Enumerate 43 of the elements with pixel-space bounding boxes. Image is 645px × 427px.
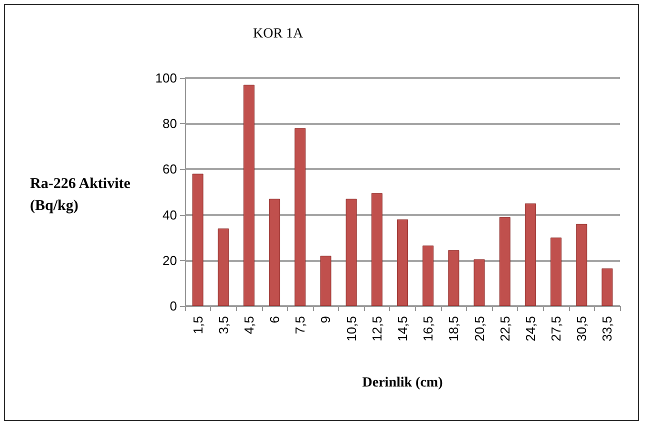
y-tick-label: 80 bbox=[162, 116, 177, 132]
x-tick-label: 9 bbox=[318, 316, 334, 324]
x-tick-label: 30,5 bbox=[574, 316, 590, 342]
y-tick-label: 60 bbox=[162, 162, 177, 177]
x-tick-label: 10,5 bbox=[344, 316, 359, 342]
bar bbox=[371, 193, 382, 306]
y-axis-title: Ra-226 Aktivite (Bq/kg) bbox=[30, 176, 131, 214]
bar bbox=[499, 217, 510, 306]
x-tick-label: 12,5 bbox=[369, 316, 384, 342]
x-tick-label: 20,5 bbox=[472, 316, 487, 342]
y-tick-label: 100 bbox=[155, 70, 177, 86]
x-tick-label: 14,5 bbox=[395, 316, 410, 342]
bar bbox=[397, 219, 408, 306]
x-tick-label: 3,5 bbox=[216, 316, 231, 334]
x-tick-label: 33,5 bbox=[600, 316, 615, 342]
bar bbox=[576, 224, 588, 306]
y-tick-label: 20 bbox=[162, 252, 177, 268]
chart-title: KOR 1A bbox=[253, 26, 304, 42]
bar bbox=[269, 198, 280, 306]
x-axis-title: Derinlik (cm) bbox=[362, 376, 444, 390]
x-tick-label: 27,5 bbox=[548, 316, 564, 342]
x-tick-label: 18,5 bbox=[446, 316, 462, 342]
y-tick-label: 0 bbox=[170, 298, 177, 314]
x-tick-label: 22,5 bbox=[497, 316, 512, 342]
bar bbox=[218, 228, 229, 306]
bar bbox=[474, 259, 485, 306]
x-tick-label: 24,5 bbox=[522, 316, 538, 342]
bar bbox=[243, 84, 254, 306]
bar bbox=[346, 198, 357, 306]
y-tick-label: 40 bbox=[162, 207, 177, 222]
bar bbox=[448, 250, 460, 306]
bar bbox=[602, 268, 613, 306]
x-tick-label: 16,5 bbox=[420, 316, 436, 342]
x-tick-label: 1,5 bbox=[190, 316, 206, 334]
bar bbox=[294, 128, 306, 306]
x-tick-label: 7,5 bbox=[292, 316, 308, 334]
bar bbox=[192, 174, 204, 306]
bar bbox=[524, 203, 536, 306]
bar bbox=[320, 256, 332, 306]
x-tick-label: 6 bbox=[267, 316, 282, 324]
bar bbox=[550, 238, 562, 306]
bar bbox=[422, 246, 434, 306]
x-tick-label: 4,5 bbox=[241, 316, 256, 334]
